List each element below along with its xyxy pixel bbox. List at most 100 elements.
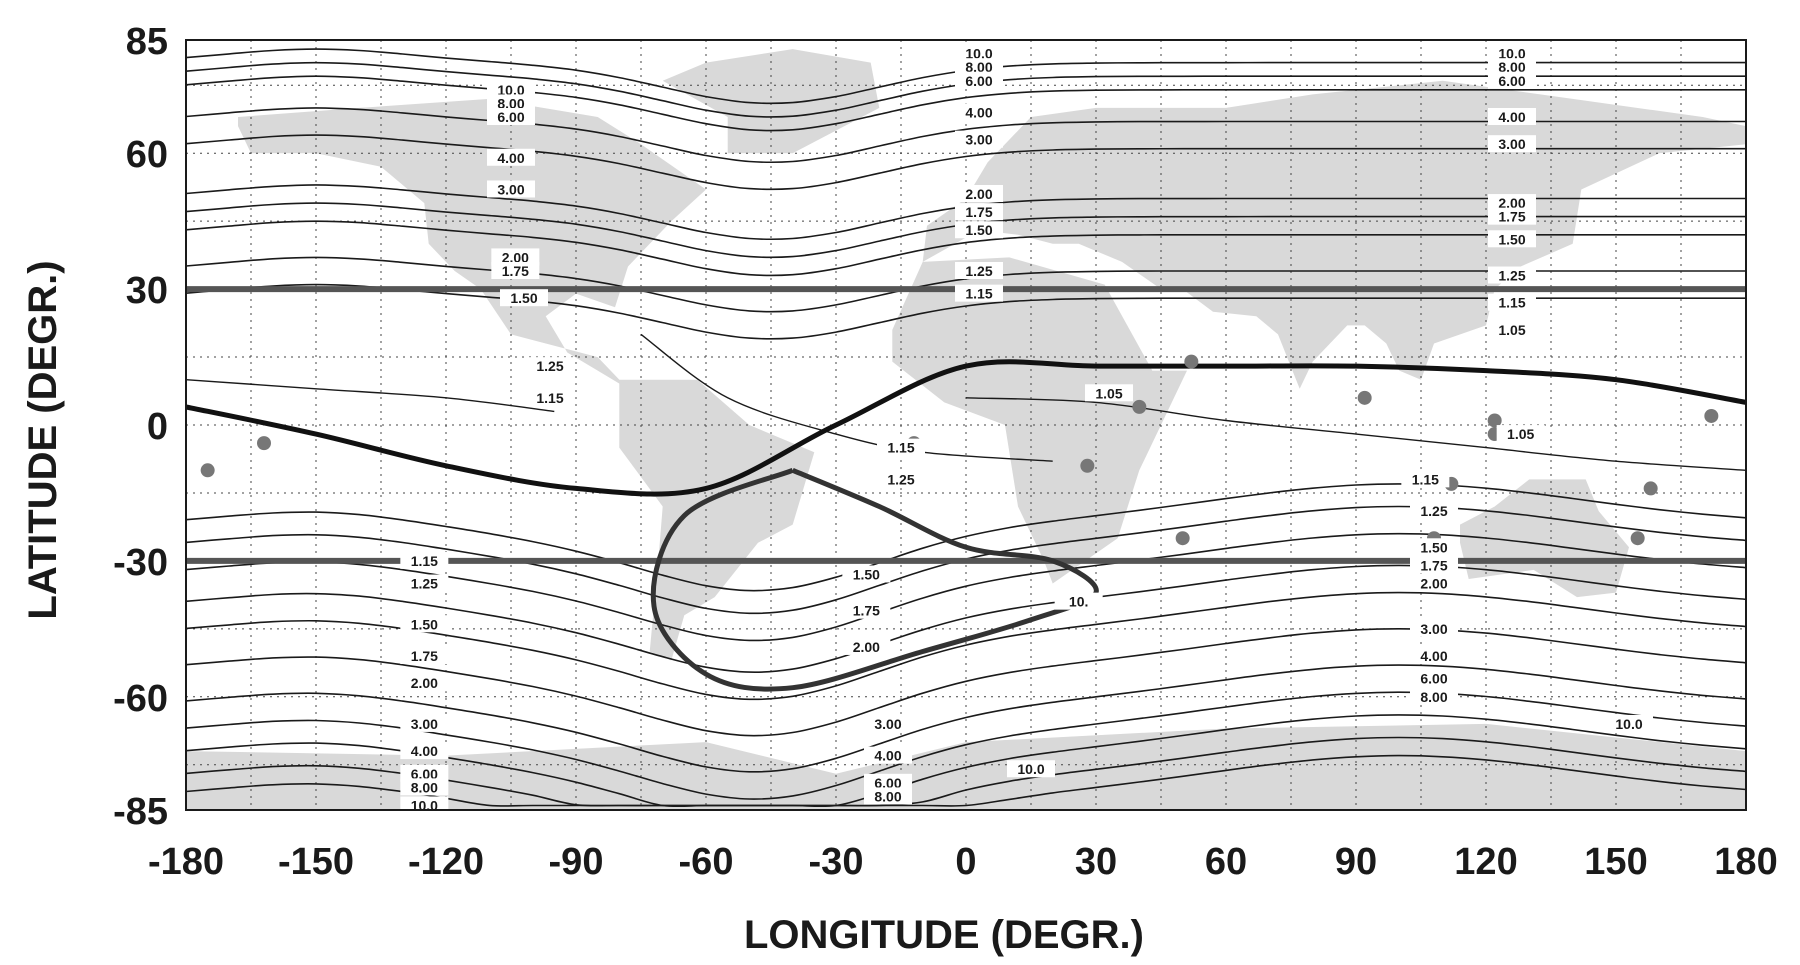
contour-label: 1.15 (411, 553, 438, 569)
y-tick-label: -30 (113, 542, 168, 584)
contour-label-bg (1410, 619, 1458, 637)
contour-labels: 10.08.006.004.003.002.001.751.501.251.15… (400, 44, 1653, 814)
contour-label-bg (955, 44, 1003, 62)
contour-label-bg (955, 284, 1003, 302)
contour-label-bg (1007, 760, 1055, 778)
contour-label-bg (500, 289, 548, 307)
contour-label-bg (1488, 320, 1536, 338)
contour-label: 1.05 (1095, 385, 1122, 401)
contour-label-bg (877, 470, 925, 488)
contour-label-bg (1488, 293, 1536, 311)
data-point (1643, 481, 1658, 496)
contour-label-bg (1410, 647, 1458, 664)
x-tick-label: -180 (148, 841, 224, 883)
contour-label: 1.50 (411, 616, 438, 632)
contour-label-bg (842, 565, 891, 583)
contour-label: 1.75 (853, 603, 880, 619)
x-tick-label: -60 (679, 841, 734, 883)
contour-label: 1.15 (965, 286, 992, 302)
landmass (662, 49, 880, 154)
contour-label: 1.15 (1412, 471, 1439, 487)
contour-label: 10.0 (1615, 716, 1642, 732)
contour-label-bg (1488, 230, 1536, 248)
contour-label-bg (491, 248, 540, 266)
contour-label: 6.00 (1420, 671, 1447, 687)
contour-label-bg (1488, 44, 1536, 62)
y-tick-label: 0 (147, 406, 168, 448)
contour-label: 1.25 (1420, 503, 1447, 519)
contour-label: 2.00 (411, 675, 438, 691)
contour-label: 1.75 (1498, 209, 1525, 225)
contour-label-bg (877, 438, 925, 456)
station-points (200, 354, 1719, 546)
contour-label-bg (1488, 194, 1536, 212)
contour-label: 8.00 (411, 779, 438, 795)
y-axis-ticks: 85 60 30 0 -30 -60 -85 (113, 21, 168, 833)
x-tick-label: 30 (1075, 841, 1117, 883)
contour-label: 1.75 (965, 204, 992, 220)
contour-label-bg (1410, 556, 1458, 574)
contour-line (186, 379, 555, 413)
landmass (1460, 479, 1629, 598)
contour-label: 1.50 (1498, 231, 1525, 247)
x-tick-label: -90 (549, 841, 604, 883)
contour-label-bg (1401, 470, 1450, 488)
contour-label: 6.00 (874, 775, 901, 791)
contour-label: 8.00 (965, 59, 992, 75)
contour-label: 4.00 (1420, 648, 1447, 664)
contour-label: 1.05 (1507, 426, 1534, 442)
contour-label: 4.00 (497, 150, 524, 166)
contour-label-bg (526, 357, 574, 375)
data-point (1357, 390, 1372, 405)
x-tick-label: 60 (1205, 841, 1247, 883)
contour-label: 1.25 (887, 471, 914, 487)
y-tick-label: 60 (126, 134, 168, 176)
data-point (1704, 408, 1719, 423)
x-tick-label: 120 (1454, 841, 1517, 883)
contour-label-bg (955, 221, 1003, 239)
contour-label: 1.50 (965, 222, 992, 238)
contour-label: 1.25 (965, 263, 992, 279)
contour-label: 3.00 (411, 716, 438, 732)
contour-label: 2.00 (1498, 195, 1525, 211)
contour-label-bg (1410, 574, 1458, 592)
contour-line (965, 397, 1746, 471)
contour-label-bg (864, 746, 912, 764)
contour-label-bg (864, 773, 912, 791)
contour-label: 2.00 (502, 249, 529, 265)
contour-label: 4.00 (965, 104, 992, 120)
contour-line (186, 107, 1746, 164)
x-tick-label: 90 (1335, 841, 1377, 883)
contour-label-bg (1605, 714, 1653, 732)
y-tick-label: -85 (113, 791, 168, 833)
contour-label: 1.50 (510, 290, 537, 306)
contour-label: 1.75 (411, 648, 438, 664)
landmass (892, 257, 1187, 584)
contour-label: 2.00 (965, 186, 992, 202)
contour-label-bg (955, 71, 1003, 89)
contour-label: 10.0 (497, 82, 524, 98)
contour-label-bg (400, 742, 449, 760)
contour-label-bg (1488, 266, 1536, 284)
contour-label-bg (955, 185, 1003, 202)
contour-label: 1.75 (502, 263, 529, 279)
contour-label-bg (955, 203, 1003, 221)
contour-label-bg (400, 574, 449, 592)
x-tick-label: -120 (408, 841, 484, 883)
x-tick-label: 150 (1584, 841, 1647, 883)
contour-label: 10.0 (411, 797, 438, 813)
contour-line (186, 591, 1746, 701)
contour-label: 6.00 (965, 73, 992, 89)
data-point (200, 463, 215, 478)
contour-label-bg (955, 58, 1003, 76)
x-tick-label: 0 (955, 841, 976, 883)
contour-label: 8.00 (1498, 59, 1525, 75)
series-line-boundary (186, 359, 1746, 497)
contour-label-bg (1488, 58, 1536, 76)
contour-label-bg (864, 787, 912, 805)
contour-label: 8.00 (497, 95, 524, 111)
contour-label-bg (526, 388, 574, 406)
contour-label-bg (487, 94, 535, 112)
contour-label: 2.00 (853, 639, 880, 655)
